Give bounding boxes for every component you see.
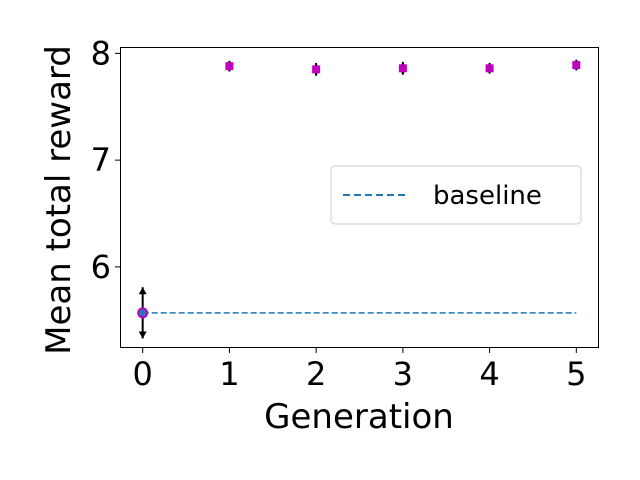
x-tick-label: 5 — [566, 355, 586, 393]
plot-area — [137, 59, 581, 339]
error-bar-cap-bottom — [138, 331, 147, 339]
x-axis-ticks: 0 1 2 3 4 5 — [133, 347, 586, 393]
x-tick-label: 1 — [219, 355, 239, 393]
y-tick-label: 8 — [91, 34, 111, 72]
plot-frame — [120, 47, 599, 348]
y-axis-title: Mean total reward — [39, 45, 79, 355]
x-tick-label: 2 — [306, 355, 326, 393]
x-axis-title: Generation — [264, 397, 454, 437]
x-tick-label: 3 — [393, 355, 413, 393]
x-tick-label: 4 — [479, 355, 499, 393]
data-point — [485, 64, 494, 73]
data-point — [137, 307, 149, 319]
data-point-group — [225, 60, 234, 72]
legend-baseline-label: baseline — [433, 181, 542, 211]
data-point — [312, 65, 321, 74]
data-point-group — [398, 61, 407, 75]
data-point-group — [312, 62, 321, 76]
y-axis-ticks: 6 7 8 — [91, 34, 121, 286]
data-point-group — [485, 62, 494, 74]
legend: baseline — [330, 165, 582, 225]
x-tick-label: 0 — [133, 355, 153, 393]
data-point-group — [572, 59, 581, 71]
legend-box — [330, 165, 582, 225]
data-point — [572, 61, 581, 70]
error-bar-cap-top — [138, 287, 147, 295]
y-tick-label: 7 — [91, 141, 111, 179]
data-point — [398, 64, 407, 73]
data-point — [225, 62, 234, 71]
data-point-group — [137, 287, 149, 339]
y-tick-label: 6 — [91, 248, 111, 286]
